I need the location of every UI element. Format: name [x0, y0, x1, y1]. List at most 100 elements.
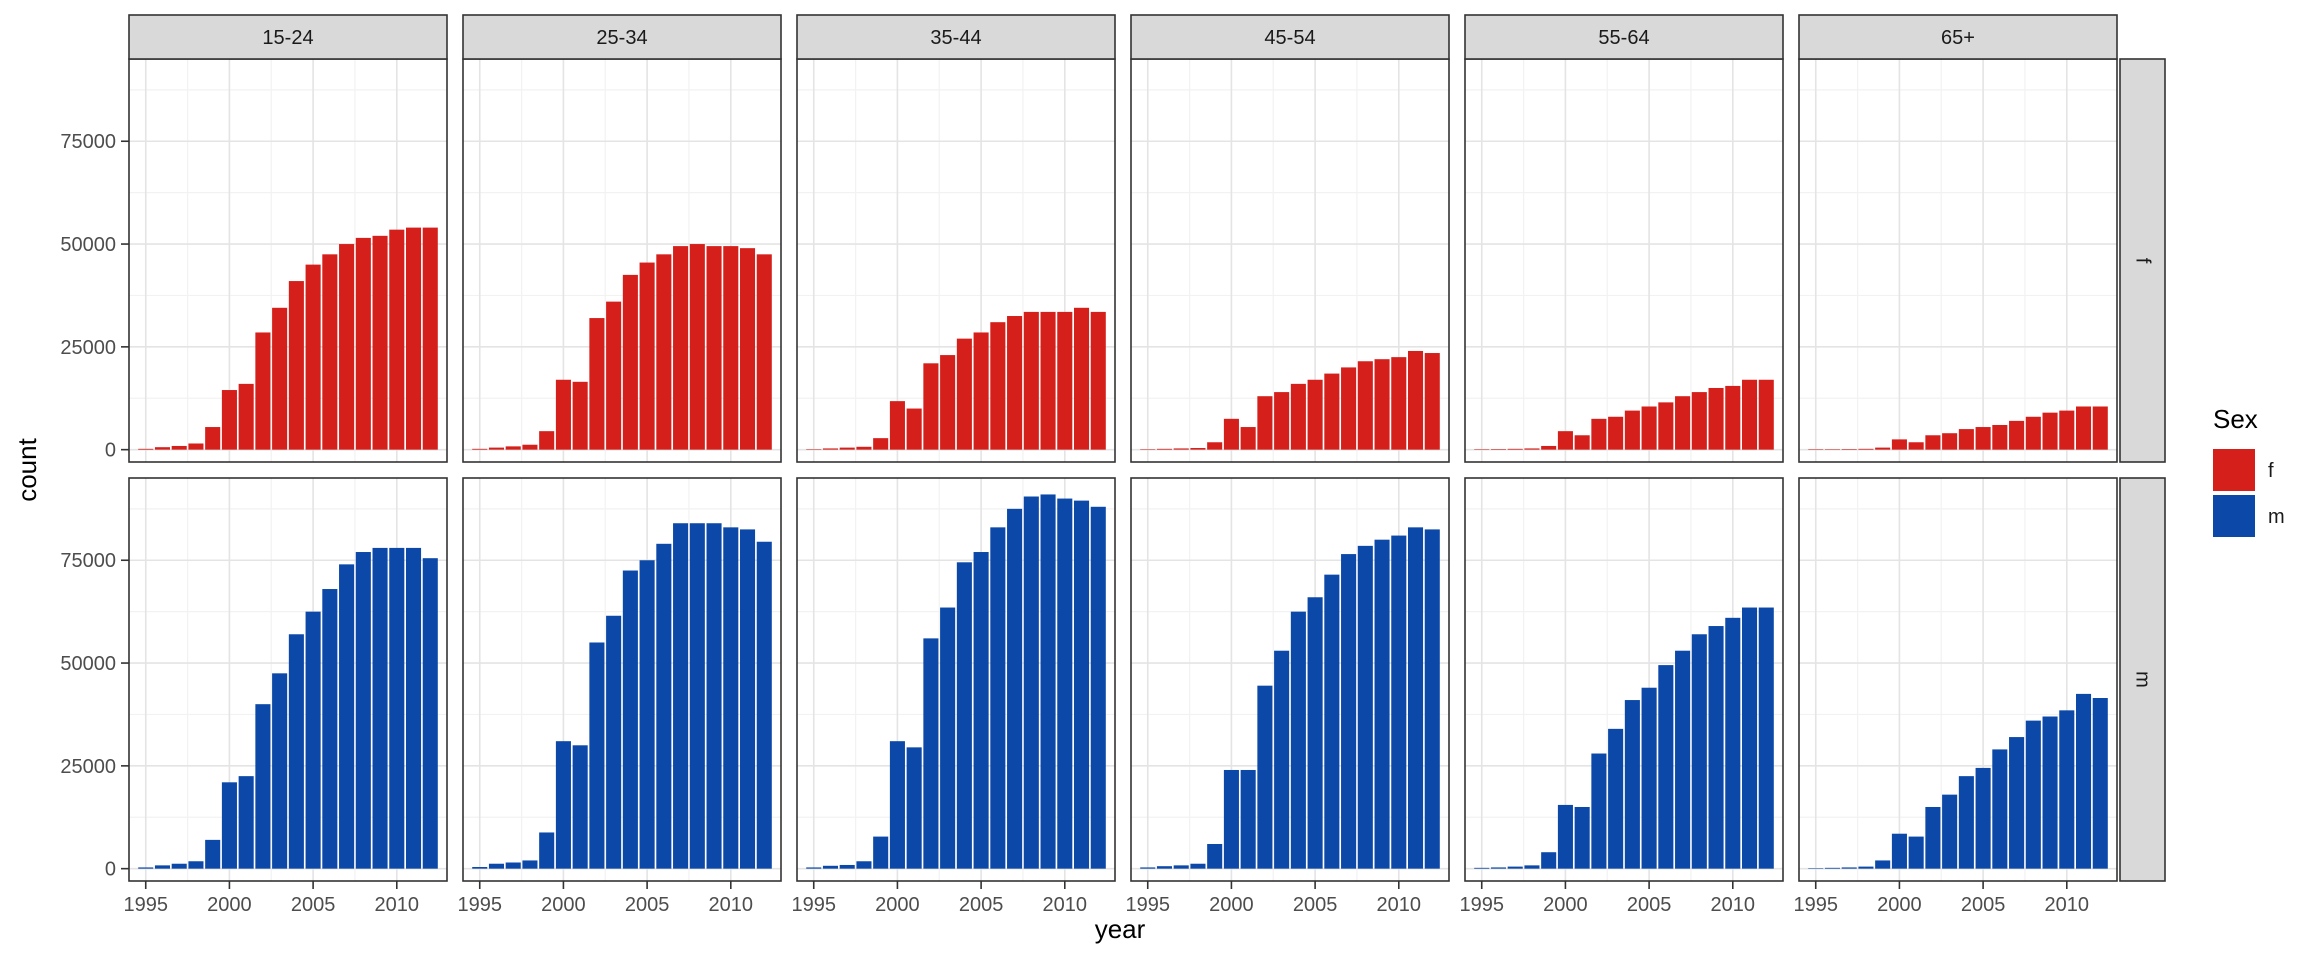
x-tick-label: 2000 — [541, 894, 586, 916]
bar-f-65+-1996 — [1824, 449, 1841, 450]
bar-m-35-44-1997 — [839, 864, 855, 869]
axes-layer: 0 25000 50000 75000 0 25000 50000 75000 1995 2000… — [60, 131, 2089, 916]
bar-m-15-24-1999 — [205, 839, 221, 869]
y-tick-label: 25000 — [60, 756, 116, 778]
panel-f-25-34 — [462, 58, 782, 463]
x-axis-title: year — [1095, 914, 1146, 944]
bar-f-55-64-1997 — [1507, 448, 1523, 450]
bar-f-15-24-2012 — [422, 227, 438, 450]
bar-f-45-54-1998 — [1190, 448, 1206, 450]
bar-f-25-34-1997 — [505, 446, 521, 450]
bar-f-65+-2002 — [1925, 435, 1941, 450]
strip-col-35-44: 35-44 — [796, 14, 1116, 60]
bar-m-65+-2011 — [2075, 693, 2092, 869]
bar-m-35-44-2004 — [956, 562, 972, 869]
bar-f-45-54-2004 — [1290, 383, 1306, 450]
x-tick-label: 2010 — [1043, 894, 1088, 916]
bar-f-35-44-2006 — [990, 322, 1006, 450]
bar-f-45-54-2003 — [1274, 392, 1290, 450]
bar-f-35-44-2005 — [973, 332, 989, 450]
bar-m-55-64-2000 — [1557, 804, 1573, 869]
y-tick-label: 75000 — [60, 131, 116, 153]
x-tick-label: 1995 — [1125, 894, 1170, 916]
panel-border — [1130, 477, 1450, 882]
bar-m-15-24-1996 — [154, 865, 171, 869]
bar-m-35-44-2006 — [990, 527, 1006, 869]
bar-m-35-44-2003 — [940, 607, 956, 869]
panel-border — [796, 477, 1116, 882]
bar-f-65+-2000 — [1891, 439, 1907, 450]
bar-m-15-24-1998 — [188, 861, 204, 869]
strip-col-15-24: 15-24 — [128, 14, 448, 60]
panel-border — [1464, 477, 1784, 882]
bar-f-35-44-2002 — [923, 363, 939, 450]
strip-label: 55-64 — [1598, 27, 1649, 49]
bar-f-25-34-1995 — [472, 448, 488, 450]
bar-m-55-64-1999 — [1541, 852, 1557, 869]
y-tick-label: 50000 — [60, 653, 116, 675]
bar-f-65+-1997 — [1841, 449, 1857, 450]
bar-f-15-24-1998 — [188, 443, 204, 450]
bar-m-65+-2000 — [1891, 833, 1907, 869]
x-axis-45-54: 1995 2000 2005 2010 — [1125, 881, 1421, 916]
bar-m-65+-2005 — [1975, 767, 1991, 869]
panel-border — [1798, 477, 2118, 882]
bar-m-65+-2010 — [2059, 710, 2075, 869]
bar-f-35-44-2000 — [889, 401, 905, 450]
bar-f-55-64-2003 — [1608, 416, 1624, 450]
bar-m-55-64-2001 — [1574, 806, 1590, 869]
bar-m-55-64-1997 — [1507, 866, 1523, 869]
panel-m-25-34 — [462, 477, 782, 882]
bar-m-25-34-2001 — [572, 745, 588, 869]
bar-f-35-44-2012 — [1090, 311, 1106, 450]
bar-f-45-54-2011 — [1407, 350, 1424, 450]
bar-f-55-64-2000 — [1557, 431, 1573, 450]
bar-m-45-54-1998 — [1190, 863, 1206, 869]
bar-m-55-64-2012 — [1758, 607, 1774, 869]
bar-m-35-44-2001 — [906, 747, 922, 869]
bar-m-55-64-2010 — [1725, 617, 1741, 869]
bar-m-15-24-2007 — [339, 564, 355, 869]
bar-m-65+-2012 — [2092, 698, 2108, 869]
bar-f-15-24-2003 — [272, 307, 288, 450]
bar-f-35-44-1996 — [822, 448, 839, 450]
legend-swatch — [2213, 495, 2255, 537]
strip-background — [2119, 477, 2166, 882]
bar-f-55-64-2004 — [1624, 410, 1640, 450]
bar-m-45-54-1999 — [1207, 843, 1223, 869]
bar-f-65+-2006 — [1992, 424, 2008, 450]
bar-m-25-34-2006 — [656, 543, 672, 869]
bar-m-25-34-2010 — [723, 527, 739, 869]
bar-f-55-64-2001 — [1574, 435, 1590, 450]
bar-f-25-34-2000 — [555, 379, 571, 450]
bar-f-35-44-1998 — [856, 446, 872, 450]
x-tick-label: 2005 — [1961, 894, 2006, 916]
x-tick-label: 2010 — [1377, 894, 1422, 916]
bar-f-35-44-2004 — [956, 338, 972, 450]
bar-m-55-64-2009 — [1708, 626, 1724, 869]
strip-col-65+: 65+ — [1798, 14, 2118, 60]
strip-row-m: m — [2119, 477, 2166, 882]
bar-f-15-24-2011 — [405, 227, 422, 450]
bar-m-35-44-2000 — [889, 741, 905, 869]
bar-f-15-24-2009 — [372, 235, 388, 450]
x-tick-label: 2000 — [207, 894, 252, 916]
bar-m-15-24-2011 — [405, 547, 422, 869]
bar-f-55-64-2011 — [1741, 379, 1758, 450]
bar-f-55-64-2007 — [1675, 396, 1691, 450]
bar-f-15-24-2007 — [339, 244, 355, 450]
bar-f-45-54-2001 — [1240, 427, 1256, 450]
strip-label: 35-44 — [930, 27, 981, 49]
bar-m-35-44-2009 — [1040, 494, 1056, 869]
bar-m-65+-2001 — [1908, 836, 1924, 869]
bar-m-65+-1997 — [1841, 867, 1857, 869]
bar-m-55-64-2002 — [1591, 753, 1607, 869]
bar-m-35-44-2002 — [923, 638, 939, 869]
bar-m-25-34-1999 — [539, 832, 555, 869]
bar-m-45-54-2008 — [1357, 545, 1373, 869]
bar-m-55-64-1995 — [1474, 867, 1490, 869]
bar-m-35-44-2011 — [1073, 500, 1090, 869]
x-tick-label: 2005 — [291, 894, 336, 916]
bar-m-15-24-1995 — [138, 867, 154, 869]
